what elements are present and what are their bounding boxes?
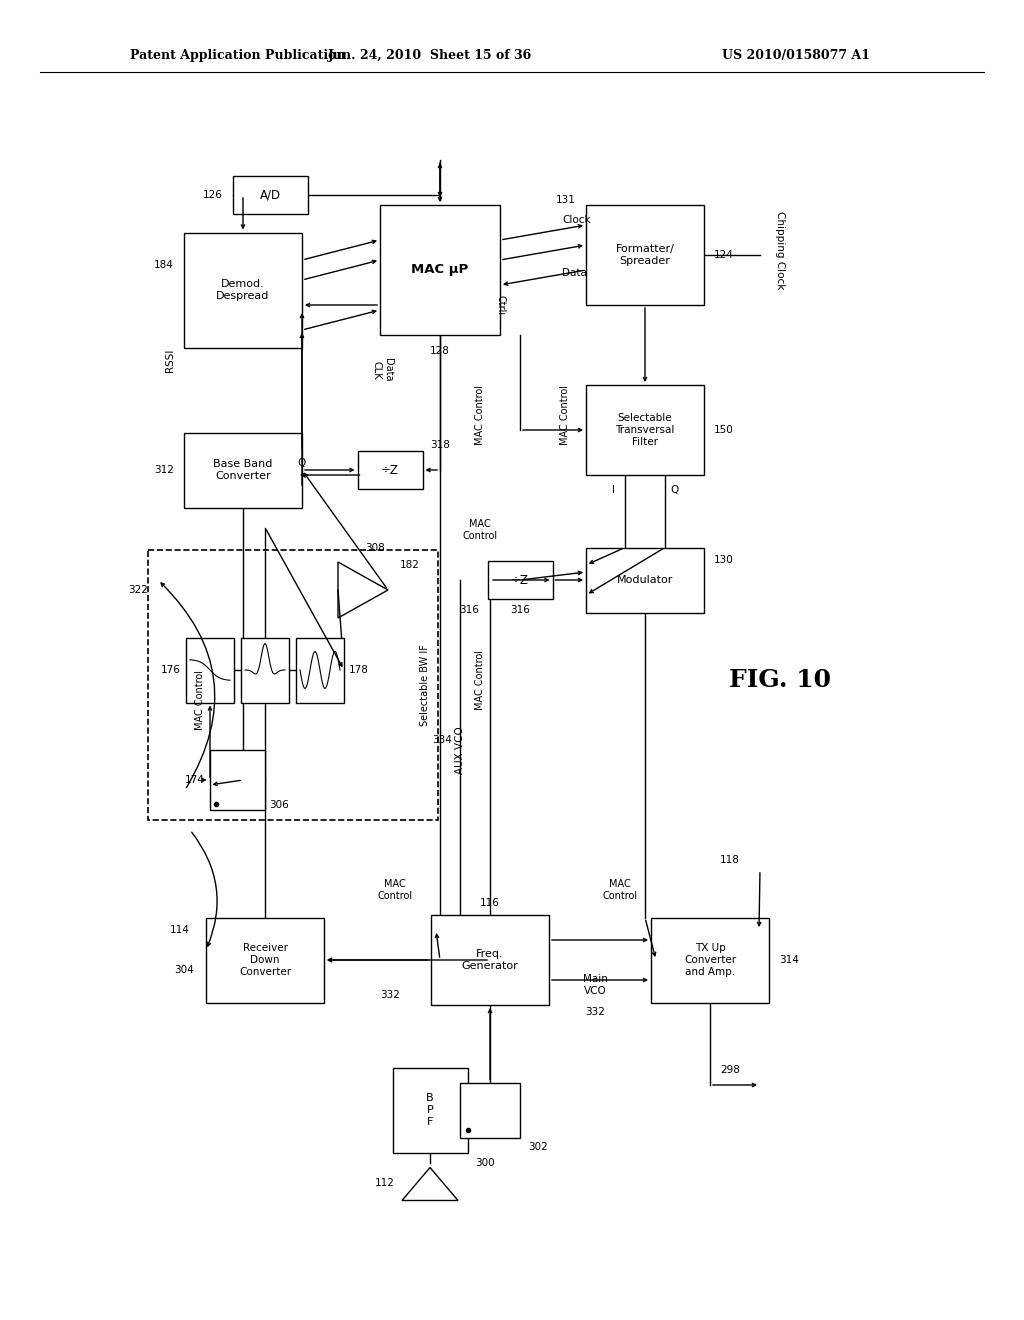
Text: US 2010/0158077 A1: US 2010/0158077 A1: [722, 49, 870, 62]
Text: MAC Control: MAC Control: [195, 671, 205, 730]
Text: MAC
Control: MAC Control: [602, 879, 638, 900]
Text: 302: 302: [528, 1143, 548, 1152]
Text: 174: 174: [184, 775, 205, 785]
Text: 332: 332: [380, 990, 400, 1001]
Text: MAC Control: MAC Control: [560, 385, 570, 445]
Text: Jun. 24, 2010  Sheet 15 of 36: Jun. 24, 2010 Sheet 15 of 36: [328, 49, 532, 62]
Text: 131: 131: [556, 195, 575, 205]
Text: 150: 150: [714, 425, 734, 436]
Text: FIG. 10: FIG. 10: [729, 668, 831, 692]
Text: ÷Z: ÷Z: [511, 573, 529, 586]
Text: 176: 176: [161, 665, 181, 675]
Text: 178: 178: [349, 665, 369, 675]
Bar: [296, 638, 344, 702]
Text: 308: 308: [366, 543, 385, 553]
Bar: [431, 915, 549, 1005]
Bar: [148, 550, 438, 820]
Text: Data: Data: [562, 268, 587, 279]
Text: ÷Z: ÷Z: [381, 463, 399, 477]
Text: Ctrlı: Ctrlı: [495, 294, 505, 315]
Text: Selectable BW IF: Selectable BW IF: [420, 644, 430, 726]
Bar: [487, 561, 553, 599]
Text: 316: 316: [510, 605, 529, 615]
Text: MAC
Control: MAC Control: [463, 519, 498, 541]
Text: 112: 112: [375, 1177, 395, 1188]
Text: 182: 182: [400, 560, 420, 570]
Bar: [184, 232, 302, 347]
Bar: [232, 176, 307, 214]
Text: TX Up
Converter
and Amp.: TX Up Converter and Amp.: [684, 944, 736, 977]
Text: 126: 126: [203, 190, 222, 201]
Text: 114: 114: [170, 925, 190, 935]
Text: 312: 312: [155, 465, 174, 475]
Text: Receiver
Down
Converter: Receiver Down Converter: [239, 944, 291, 977]
Text: 316: 316: [460, 605, 479, 615]
Bar: [241, 638, 289, 702]
Bar: [184, 433, 302, 507]
Bar: [210, 750, 264, 810]
Text: Freq.
Generator: Freq. Generator: [462, 949, 518, 970]
Text: 322: 322: [128, 585, 148, 595]
Text: Patent Application Publication: Patent Application Publication: [130, 49, 345, 62]
Text: Base Band
Converter: Base Band Converter: [213, 459, 272, 480]
Text: 300: 300: [475, 1158, 496, 1167]
Text: RSSI: RSSI: [165, 348, 175, 372]
Text: 184: 184: [155, 260, 174, 271]
Text: AUX VCO: AUX VCO: [455, 726, 465, 774]
Text: Formatter/
Spreader: Formatter/ Spreader: [615, 244, 675, 265]
Text: MAC Control: MAC Control: [475, 385, 485, 445]
Text: 298: 298: [720, 1065, 740, 1074]
Text: 116: 116: [480, 898, 500, 908]
Text: I: I: [300, 440, 303, 450]
Text: Main
VCO: Main VCO: [583, 974, 607, 995]
Text: Modulator: Modulator: [616, 576, 673, 585]
Text: Demod.
Despread: Demod. Despread: [216, 280, 269, 301]
Bar: [586, 205, 705, 305]
Text: 314: 314: [779, 954, 799, 965]
Text: 124: 124: [714, 249, 734, 260]
Bar: [392, 1068, 468, 1152]
Text: Data
CLK: Data CLK: [371, 358, 393, 381]
Bar: [380, 205, 500, 335]
Bar: [357, 451, 423, 488]
Text: I: I: [612, 484, 615, 495]
Text: MAC μP: MAC μP: [412, 264, 469, 276]
Bar: [460, 1082, 520, 1138]
Bar: [651, 917, 769, 1002]
Text: MAC Control: MAC Control: [475, 649, 485, 710]
Bar: [586, 385, 705, 475]
Text: 118: 118: [720, 855, 740, 865]
Text: 306: 306: [269, 800, 289, 810]
Text: Q: Q: [298, 458, 306, 469]
Text: Chipping Clock: Chipping Clock: [775, 211, 785, 289]
Bar: [206, 917, 324, 1002]
Text: 318: 318: [430, 440, 451, 450]
Text: Selectable
Transversal
Filter: Selectable Transversal Filter: [615, 413, 675, 446]
Text: B
P
F: B P F: [426, 1093, 434, 1126]
Text: Q: Q: [670, 484, 678, 495]
Text: 128: 128: [430, 346, 450, 356]
Text: 304: 304: [174, 965, 194, 975]
Text: 334: 334: [432, 735, 452, 744]
Text: 332: 332: [585, 1007, 605, 1016]
Text: Clock: Clock: [562, 215, 591, 224]
Text: A/D: A/D: [259, 189, 281, 202]
Text: MAC
Control: MAC Control: [378, 879, 413, 900]
Bar: [186, 638, 234, 702]
Bar: [586, 548, 705, 612]
Text: 130: 130: [714, 554, 734, 565]
